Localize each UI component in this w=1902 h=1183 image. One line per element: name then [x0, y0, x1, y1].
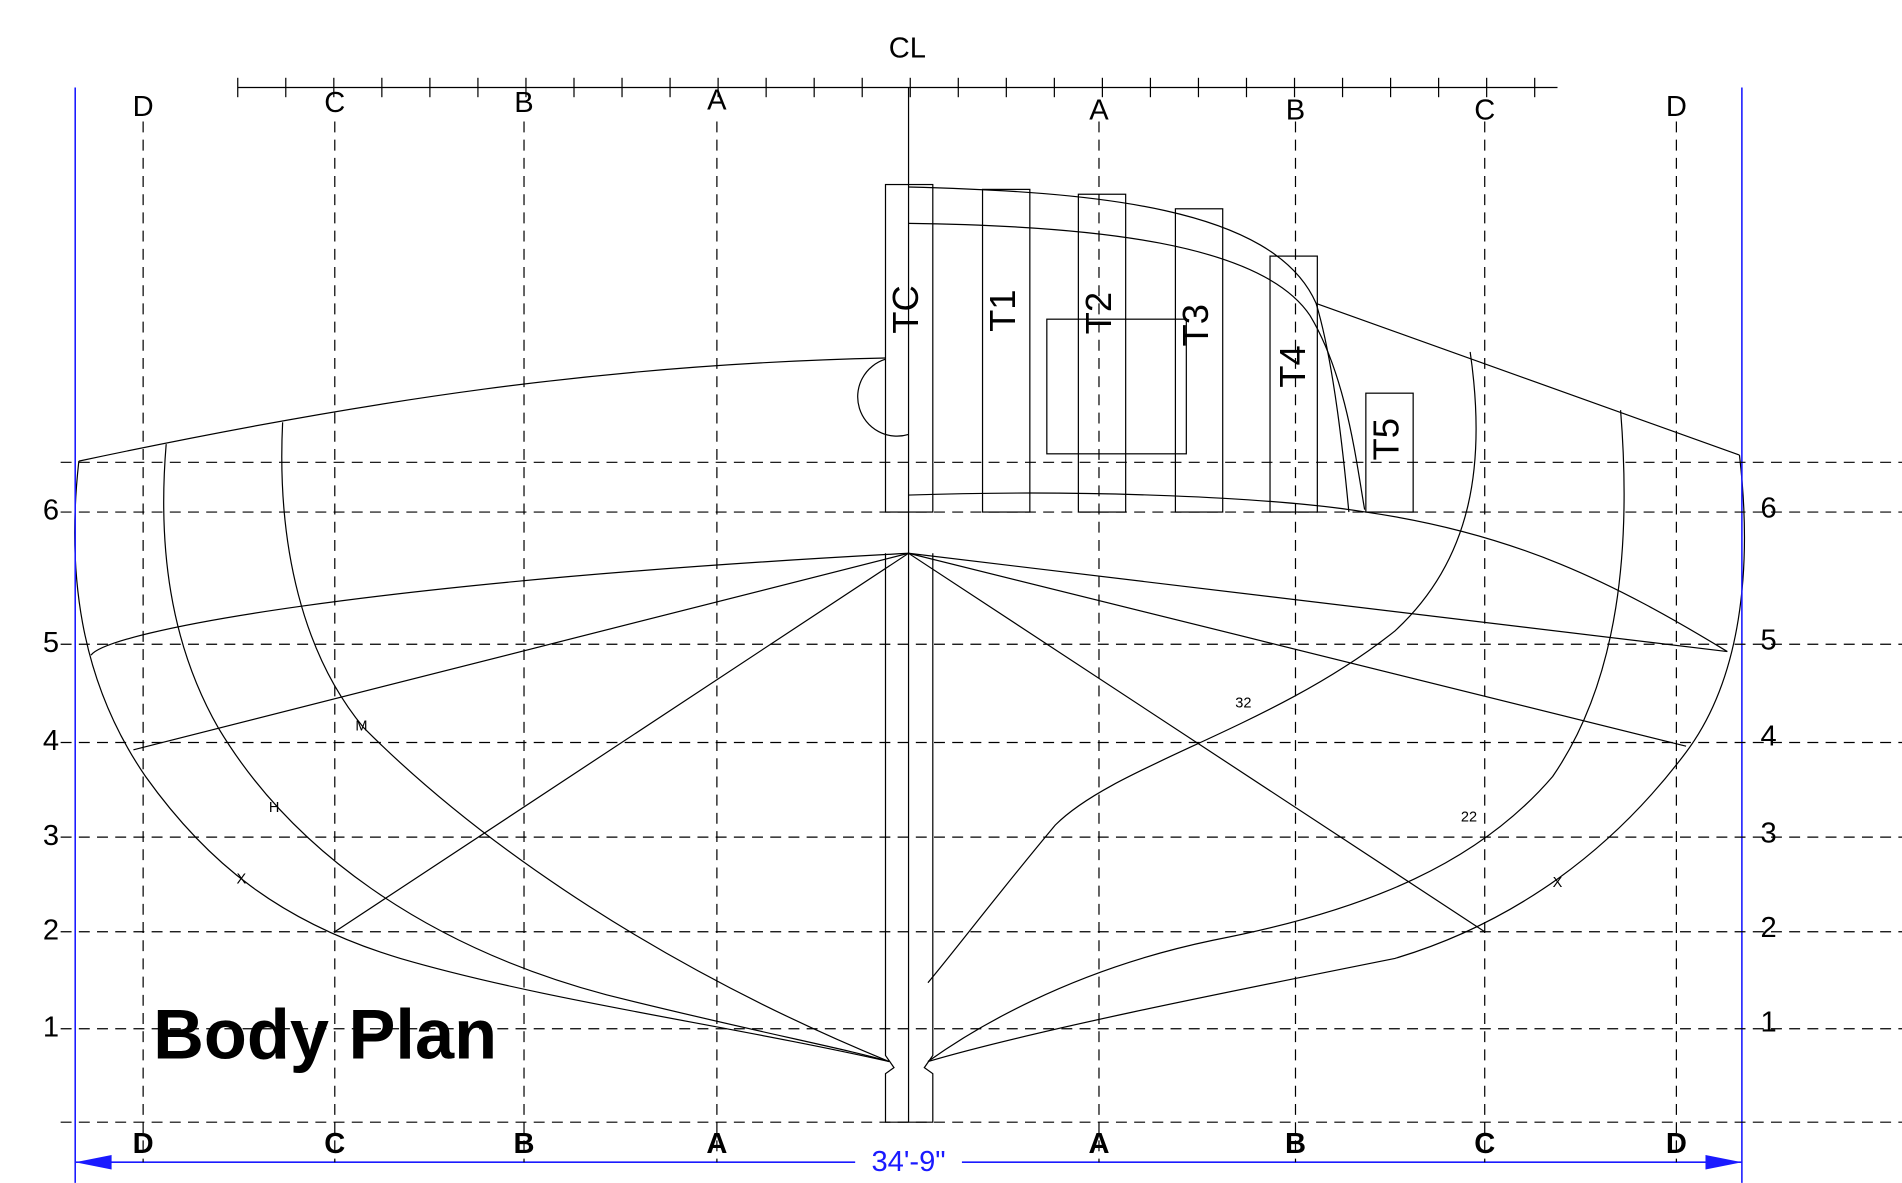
buttock-label-bottom: A [1088, 1128, 1109, 1160]
tank-label: T5 [1366, 418, 1407, 460]
curve-label: X [237, 871, 247, 887]
waterline-label: 3 [43, 820, 59, 852]
centerline-label: CL [889, 33, 926, 65]
buttock-label: A [1089, 94, 1109, 126]
buttock-label-bottom: D [1666, 1128, 1687, 1160]
tank-label: T2 [1078, 292, 1119, 334]
buttock-label-bottom: B [1285, 1128, 1306, 1160]
buttock-label-bottom: C [1474, 1128, 1495, 1160]
buttock-label: A [707, 85, 727, 117]
curve-label: 22 [1461, 810, 1477, 826]
waterline-label: 6 [43, 495, 59, 527]
title: Body Plan [153, 994, 497, 1073]
waterline-label-right: 1 [1760, 1007, 1776, 1039]
dimension-label: 34'-9" [871, 1146, 945, 1178]
waterline-label: 1 [43, 1011, 59, 1043]
tank-label: T3 [1175, 304, 1216, 346]
waterline-label-right: 4 [1760, 720, 1776, 752]
waterline-label-right: 2 [1760, 912, 1776, 944]
curve-label: M [355, 719, 367, 735]
tank-label: T4 [1272, 345, 1313, 387]
buttock-label-bottom: C [324, 1128, 345, 1160]
tank-label: T1 [982, 289, 1023, 331]
waterline-label-right: 3 [1760, 817, 1776, 849]
waterline-label: 5 [43, 627, 59, 659]
buttock-label-bottom: A [706, 1128, 727, 1160]
waterline-label: 2 [43, 914, 59, 946]
curve-label: X [1553, 875, 1563, 891]
buttock-label-bottom: B [514, 1128, 535, 1160]
buttock-label: B [1286, 94, 1305, 126]
curve-label: H [269, 800, 280, 816]
buttock-label: B [514, 87, 533, 119]
waterline-label-right: 5 [1760, 625, 1776, 657]
buttock-label: C [324, 87, 345, 119]
hull-lines [74, 86, 1745, 1183]
waterline-label: 4 [43, 725, 59, 757]
curve-label: 32 [1235, 696, 1251, 712]
waterline-label-right: 6 [1760, 492, 1776, 524]
tank-label: TC [885, 285, 926, 333]
buttock-label: D [133, 91, 154, 123]
buttock-label-bottom: D [133, 1128, 154, 1160]
buttock-label: C [1474, 94, 1495, 126]
buttock-label: D [1666, 91, 1687, 123]
